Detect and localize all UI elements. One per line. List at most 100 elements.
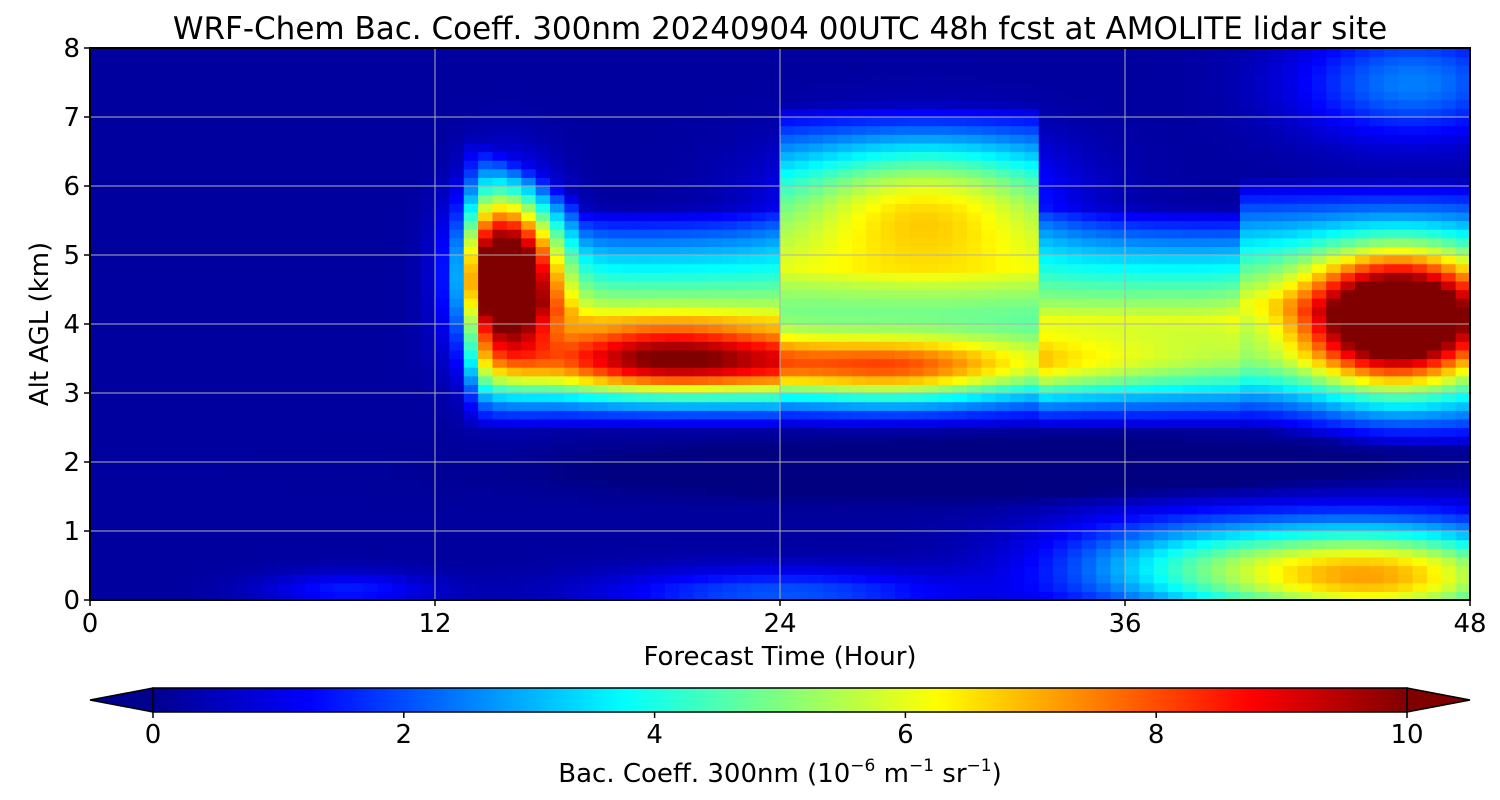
heatmap-cell [147, 410, 163, 420]
heatmap-cell [780, 367, 795, 377]
heatmap-cell [1053, 203, 1069, 213]
heatmap-cell [578, 220, 594, 230]
heatmap-cell [693, 556, 709, 567]
heatmap-cell [1168, 332, 1184, 342]
heatmap-cell [190, 99, 206, 109]
heatmap-cell [981, 375, 997, 385]
heatmap-cell [1153, 522, 1169, 532]
heatmap-cell [521, 298, 537, 308]
heatmap-cell [679, 324, 695, 334]
heatmap-cell [679, 160, 695, 170]
heatmap-cell [938, 306, 954, 316]
heatmap-cell [492, 418, 508, 429]
heatmap-cell [952, 272, 968, 282]
heatmap-cell [118, 125, 134, 135]
heatmap-cell [708, 237, 724, 247]
heatmap-cell [262, 142, 278, 153]
heatmap-cell [363, 582, 379, 592]
heatmap-cell [506, 117, 522, 127]
heatmap-cell [521, 332, 537, 342]
heatmap-cell [535, 444, 551, 454]
heatmap-cell [751, 91, 767, 101]
heatmap-cell [780, 444, 795, 454]
heatmap-cell [161, 505, 177, 515]
heatmap-cell [909, 194, 925, 204]
heatmap-cell [478, 151, 494, 161]
heatmap-cell [722, 375, 738, 385]
heatmap-cell [578, 289, 594, 299]
heatmap-cell [736, 237, 752, 247]
heatmap-cell [966, 487, 982, 498]
heatmap-cell [808, 591, 824, 600]
heatmap-cell [233, 125, 249, 135]
heatmap-cell [780, 160, 795, 170]
heatmap-cell [147, 393, 163, 403]
heatmap-cell [693, 65, 709, 75]
heatmap-cell [1024, 168, 1040, 178]
heatmap-cell [995, 263, 1011, 273]
heatmap-cell [808, 298, 824, 308]
heatmap-cell [909, 393, 925, 403]
heatmap-cell [161, 582, 177, 592]
heatmap-cell [1139, 298, 1155, 308]
heatmap-cell [636, 470, 652, 480]
heatmap-cell [334, 591, 350, 600]
heatmap-cell [1053, 513, 1069, 523]
heatmap-cell [205, 246, 220, 256]
heatmap-cell [722, 548, 738, 558]
heatmap-cell [248, 117, 264, 127]
heatmap-cell [1081, 358, 1097, 368]
heatmap-cell [866, 168, 882, 178]
heatmap-cell [1010, 574, 1025, 584]
heatmap-cell [320, 436, 335, 446]
heatmap-cell [578, 237, 594, 247]
heatmap-cell [938, 117, 954, 127]
heatmap-cell [909, 246, 925, 256]
heatmap-cell [636, 306, 652, 316]
heatmap-cell [406, 272, 422, 282]
heatmap-cell [938, 237, 954, 247]
heatmap-cell [1110, 548, 1126, 558]
heatmap-cell [320, 522, 335, 532]
heatmap-cell [535, 315, 551, 325]
heatmap-cell [837, 246, 853, 256]
heatmap-cell [593, 65, 609, 75]
heatmap-cell [952, 496, 968, 506]
heatmap-cell [118, 280, 134, 291]
heatmap-cell [535, 117, 551, 127]
heatmap-cell [1153, 48, 1169, 58]
heatmap-cell [550, 410, 565, 420]
heatmap-cell [506, 48, 522, 58]
heatmap-cell [305, 418, 321, 429]
heatmap-cell [1081, 401, 1097, 411]
heatmap-cell [276, 462, 292, 472]
heatmap-cell [621, 142, 637, 153]
heatmap-cell [535, 73, 551, 84]
heatmap-cell [851, 548, 867, 558]
heatmap-cell [895, 556, 910, 567]
heatmap-cell [276, 186, 292, 196]
heatmap-cell [866, 582, 882, 592]
heatmap-cell [880, 401, 896, 411]
heatmap-cell [880, 177, 896, 187]
heatmap-cell [334, 496, 350, 506]
heatmap-cell [751, 522, 767, 532]
heatmap-cell [1067, 487, 1083, 498]
heatmap-cell [262, 134, 278, 144]
heatmap-cell [118, 487, 134, 498]
heatmap-cell [320, 203, 335, 213]
heatmap-cell [665, 272, 680, 282]
heatmap-cell [406, 505, 422, 515]
heatmap-cell [665, 487, 680, 498]
heatmap-cell [104, 246, 120, 256]
heatmap-cell [851, 462, 867, 472]
heatmap-cell [320, 142, 335, 153]
heatmap-cell [722, 99, 738, 109]
heatmap-cell [794, 522, 810, 532]
heatmap-cell [1053, 65, 1069, 75]
heatmap-cell [1110, 125, 1126, 135]
heatmap-cell [593, 151, 609, 161]
heatmap-cell [190, 229, 206, 239]
heatmap-cell [262, 298, 278, 308]
heatmap-cell [147, 470, 163, 480]
